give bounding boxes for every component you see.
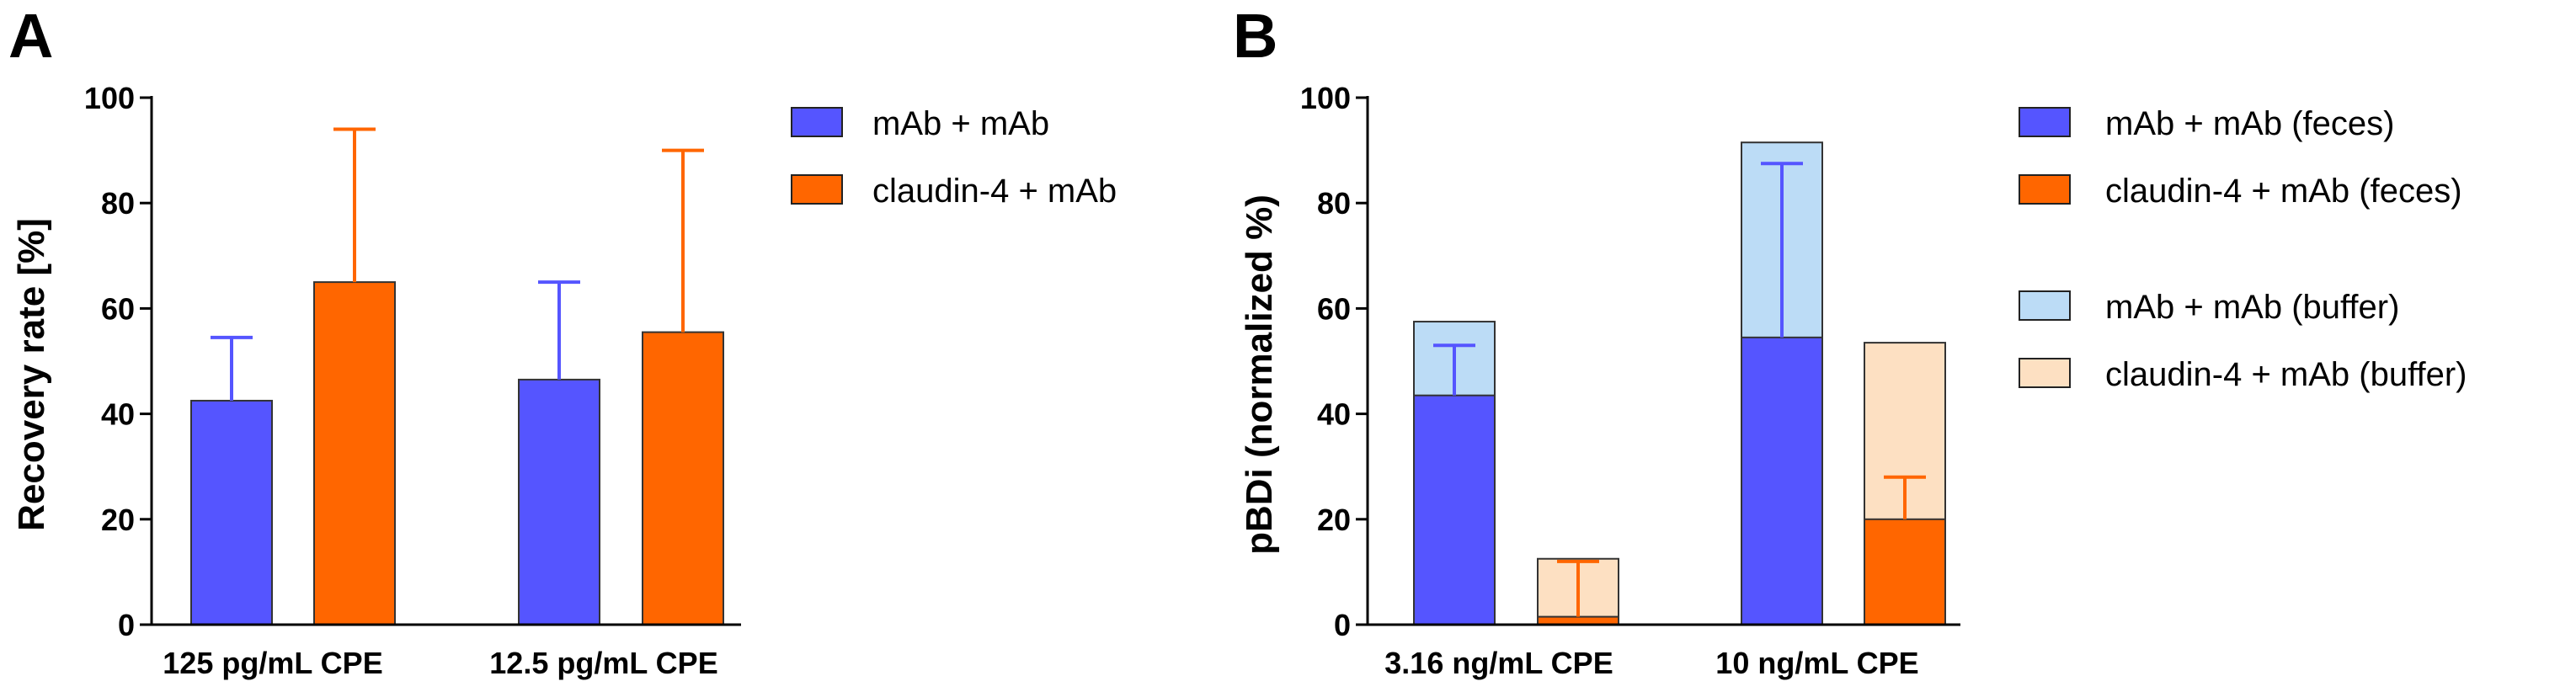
legend-label: claudin-4 + mAb (feces) — [2105, 173, 2462, 210]
legend-label: claudin-4 + mAb (buffer) — [2105, 356, 2467, 393]
y-tick-label: 20 — [1317, 503, 1351, 537]
panel-b-axes: 0 20 40 60 80 100 — [1300, 81, 1960, 642]
y-tick-label: 40 — [101, 397, 135, 432]
panel-a-letter: A — [8, 1, 53, 71]
legend-label: mAb + mAb (feces) — [2105, 105, 2394, 142]
y-tick-label: 60 — [1317, 291, 1351, 326]
bar-feces — [1413, 394, 1496, 625]
bar-feces — [1864, 518, 1946, 625]
legend-swatch — [2019, 358, 2071, 388]
legend-swatch — [791, 107, 843, 137]
y-tick-label: 60 — [101, 291, 135, 326]
y-tick-label: 100 — [1300, 81, 1351, 115]
panel-b-legend: mAb + mAb (feces) claudin-4 + mAb (feces… — [2019, 105, 2467, 393]
panel-a-ylabel: Recovery rate [%] — [11, 218, 52, 531]
bar — [313, 281, 396, 625]
bar — [518, 378, 600, 625]
panel-b-letter: B — [1233, 1, 1277, 71]
y-tick-label: 40 — [1317, 397, 1351, 432]
y-tick-label: 0 — [1334, 608, 1351, 642]
y-tick-label: 100 — [84, 81, 135, 115]
panel-a-category-label: 12.5 pg/mL CPE — [489, 646, 717, 680]
y-tick-label: 20 — [101, 503, 135, 537]
legend-swatch — [2019, 290, 2071, 321]
legend-swatch — [2019, 174, 2071, 205]
bar-feces — [1741, 336, 1823, 625]
legend-swatch — [791, 174, 843, 205]
panel-a-axes: 0 20 40 60 80 100 — [84, 81, 741, 642]
panel-b-category-label: 3.16 ng/mL CPE — [1384, 646, 1613, 680]
panel-a: A 0 20 40 60 80 100 Recovery rate [%] 125 pg/… — [8, 1, 1117, 680]
panel-b-bars — [1413, 141, 1946, 625]
panel-a-legend: mAb + mAb claudin-4 + mAb — [791, 105, 1117, 210]
legend-label: mAb + mAb — [872, 105, 1049, 142]
y-tick-label: 80 — [101, 186, 135, 221]
panel-a-category-label: 125 pg/mL CPE — [163, 646, 382, 680]
bar — [642, 331, 724, 625]
panel-a-bars — [190, 127, 724, 625]
bar — [190, 399, 273, 625]
legend-label: claudin-4 + mAb — [872, 173, 1117, 210]
panel-b-ylabel: pBDi (normalized %) — [1239, 194, 1280, 555]
y-tick-label: 80 — [1317, 186, 1351, 221]
panel-b: B 0 20 40 60 80 100 pBDi (normalized %) 3.16 … — [1233, 1, 2467, 680]
y-tick-label: 0 — [118, 608, 135, 642]
panel-b-category-label: 10 ng/mL CPE — [1715, 646, 1918, 680]
legend-swatch — [2019, 107, 2071, 137]
legend-label: mAb + mAb (buffer) — [2105, 289, 2399, 326]
